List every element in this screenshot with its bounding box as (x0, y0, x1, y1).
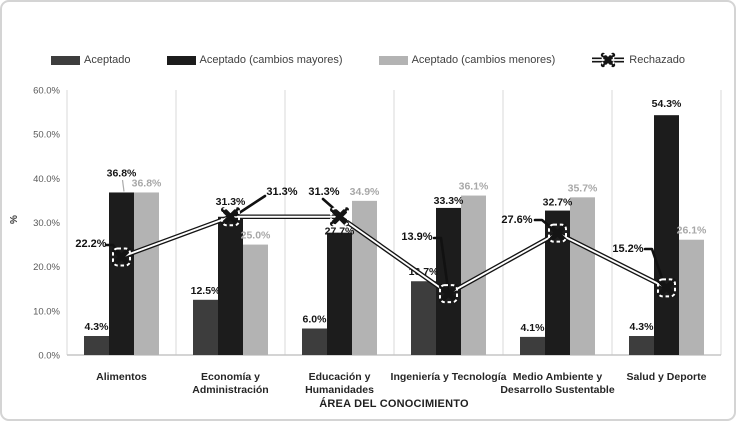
legend-swatch-aceptado (51, 55, 81, 65)
category-label-1: Economía y Administración (192, 371, 268, 396)
bar-label-aceptado-cambios-mayores-1: 31.3% (216, 196, 246, 208)
bar-label-aceptado-5: 4.3% (630, 321, 655, 333)
rechazado-marker-5 (657, 278, 676, 298)
rechazado-label-1: 31.3% (266, 186, 297, 198)
x-axis-title: ÁREA DEL CONOCIMIENTO (319, 398, 469, 410)
y-tick-label: 10.0% (33, 306, 60, 317)
bar-aceptado-cambios-menores-0 (134, 192, 159, 355)
category-label-0: Alimentos (96, 371, 147, 383)
rechazado-label-4: 27.6% (501, 214, 532, 226)
y-tick-label: 50.0% (33, 130, 60, 141)
bar-label-aceptado-2: 6.0% (303, 314, 328, 326)
bar-label-aceptado-cambios-mayores-0: 36.8% (107, 167, 137, 179)
bar-aceptado-cambios-menores-2 (352, 200, 377, 355)
y-tick-label: 20.0% (33, 262, 60, 273)
rechazado-callout-leader-5 (643, 247, 666, 286)
bar-aceptado-cambios-mayores-3 (436, 207, 461, 355)
rechazado-callout-leader-1 (234, 194, 267, 217)
bar-label-aceptado-cambios-menores-1: 25.0% (241, 230, 271, 242)
rechazado-label-3: 13.9% (401, 231, 432, 243)
legend: Aceptado Aceptado (cambios mayores) Acepta… (2, 51, 734, 69)
bar-aceptado-cambios-menores-4 (570, 197, 595, 355)
rechazado-label-5: 15.2% (612, 243, 643, 255)
bar-label-aceptado-cambios-menores-5: 26.1% (677, 225, 707, 237)
bar-label-aceptado-cambios-mayores-3: 33.3% (434, 195, 464, 207)
bar-label-aceptado-1: 12.5% (191, 285, 221, 297)
legend-swatch-aceptado-cambios-menores (378, 55, 408, 65)
bar-label-aceptado-cambios-mayores-2: 27.7% (325, 226, 355, 238)
y-tick-label: 0.0% (38, 351, 60, 362)
label-leader-line (121, 179, 125, 192)
legend-label: Aceptado (84, 54, 131, 66)
bar-aceptado-2 (302, 328, 327, 355)
bar-label-aceptado-cambios-menores-0: 36.8% (132, 177, 162, 189)
legend-swatch-aceptado-cambios-mayores (166, 55, 196, 65)
rechazado-callout-leader-3 (432, 236, 450, 291)
category-label-3: Ingeniería y Tecnología (391, 371, 507, 383)
rechazado-marker-4 (548, 223, 567, 243)
bar-label-aceptado-4: 4.1% (521, 322, 546, 334)
bar-label-aceptado-cambios-mayores-4: 32.7% (543, 197, 573, 209)
legend-label: Rechazado (629, 54, 685, 66)
rechazado-marker-2 (330, 207, 349, 227)
bar-aceptado-cambios-mayores-2 (327, 232, 352, 355)
bar-label-aceptado-cambios-menores-3: 36.1% (459, 181, 489, 193)
category-label-5: Salud y Deporte (627, 371, 707, 383)
legend-item-aceptado: Aceptado (51, 54, 131, 66)
bar-label-aceptado-cambios-menores-4: 35.7% (568, 182, 598, 194)
category-label-2: Educación y Humanidades (305, 371, 374, 396)
bar-aceptado-cambios-mayores-0 (109, 192, 134, 355)
bar-label-aceptado-cambios-menores-2: 34.9% (350, 186, 380, 198)
bar-label-aceptado-cambios-mayores-5: 54.3% (652, 98, 682, 110)
rechazado-label-2: 31.3% (308, 186, 339, 198)
bar-aceptado-cambios-mayores-1 (218, 216, 243, 355)
rechazado-marker-1 (221, 207, 240, 227)
y-tick-label: 40.0% (33, 174, 60, 185)
bar-aceptado-cambios-menores-1 (243, 244, 268, 355)
legend-line-marker-icon (592, 52, 625, 68)
rechazado-line-inner (121, 215, 667, 295)
legend-label: Aceptado (cambios mayores) (199, 54, 343, 66)
rechazado-marker-3 (439, 284, 458, 304)
bar-aceptado-3 (411, 281, 436, 355)
legend-label: Aceptado (cambios menores) (411, 54, 556, 66)
bar-aceptado-4 (520, 336, 545, 355)
bar-aceptado-1 (193, 299, 218, 355)
bar-aceptado-0 (84, 336, 109, 355)
bar-aceptado-5 (629, 336, 654, 355)
bar-label-aceptado-0: 4.3% (85, 321, 110, 333)
y-tick-label: 30.0% (33, 218, 60, 229)
legend-item-aceptado-cambios-mayores: Aceptado (cambios mayores) (166, 54, 343, 66)
rechazado-label-0: 22.2% (75, 238, 106, 250)
legend-item-rechazado: Rechazado (591, 52, 685, 68)
legend-item-aceptado-cambios-menores: Aceptado (cambios menores) (378, 54, 556, 66)
rechazado-marker-0 (112, 247, 131, 267)
category-label-4: Medio Ambiente y Desarrollo Sustentable (500, 371, 615, 396)
y-tick-label: 60.0% (33, 86, 60, 97)
bar-aceptado-cambios-menores-5 (679, 239, 704, 355)
bar-aceptado-cambios-mayores-5 (654, 115, 679, 355)
